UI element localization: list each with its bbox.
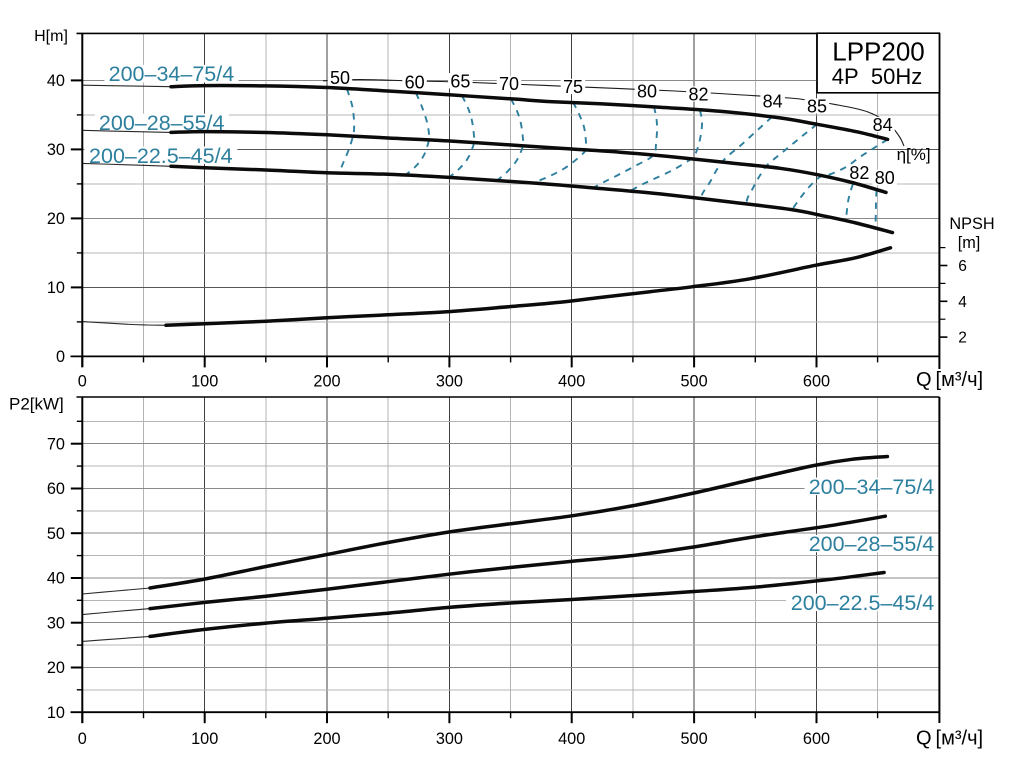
svg-text:70: 70	[499, 74, 519, 94]
svg-text:4P 50Hz: 4P 50Hz	[832, 64, 923, 89]
svg-text:500: 500	[681, 372, 708, 390]
svg-text:84: 84	[763, 92, 783, 112]
svg-text:82: 82	[688, 85, 708, 105]
svg-text:η[%]: η[%]	[897, 145, 931, 164]
svg-text:60: 60	[405, 72, 425, 92]
svg-text:70: 70	[47, 435, 65, 453]
svg-text:84: 84	[873, 115, 893, 135]
svg-text:500: 500	[681, 730, 708, 748]
svg-text:Q [м³/ч]: Q [м³/ч]	[916, 728, 983, 750]
svg-text:100: 100	[191, 372, 218, 390]
svg-text:Q [м³/ч]: Q [м³/ч]	[916, 369, 983, 391]
svg-text:200: 200	[313, 730, 340, 748]
svg-text:80: 80	[637, 82, 657, 102]
svg-text:20: 20	[47, 659, 65, 677]
svg-text:50: 50	[330, 68, 350, 88]
svg-text:200–34–75/4: 200–34–75/4	[109, 62, 235, 86]
svg-text:40: 40	[47, 72, 65, 90]
svg-text:300: 300	[436, 730, 463, 748]
svg-text:20: 20	[47, 210, 65, 228]
svg-text:80: 80	[875, 168, 895, 188]
svg-text:2: 2	[958, 330, 967, 347]
svg-text:[m]: [m]	[958, 234, 981, 252]
svg-text:30: 30	[47, 141, 65, 159]
svg-text:60: 60	[47, 480, 65, 498]
svg-text:6: 6	[958, 258, 967, 275]
svg-text:200–34–75/4: 200–34–75/4	[809, 475, 935, 499]
svg-text:30: 30	[47, 614, 65, 632]
svg-text:75: 75	[563, 77, 583, 97]
svg-text:82: 82	[849, 163, 869, 183]
svg-text:NPSH: NPSH	[949, 215, 994, 233]
svg-text:200–22.5–45/4: 200–22.5–45/4	[791, 591, 935, 615]
svg-text:0: 0	[78, 372, 87, 390]
svg-text:600: 600	[803, 372, 830, 390]
svg-text:200–28–55/4: 200–28–55/4	[809, 532, 935, 556]
svg-text:85: 85	[807, 97, 827, 117]
svg-text:200: 200	[313, 372, 340, 390]
svg-text:0: 0	[78, 730, 87, 748]
svg-text:4: 4	[958, 294, 967, 311]
svg-text:0: 0	[56, 348, 65, 366]
svg-text:100: 100	[191, 730, 218, 748]
svg-text:10: 10	[47, 704, 65, 722]
svg-text:400: 400	[558, 372, 585, 390]
svg-text:300: 300	[436, 372, 463, 390]
svg-text:LPP200: LPP200	[832, 37, 925, 67]
svg-text:50: 50	[47, 525, 65, 543]
svg-text:65: 65	[450, 71, 470, 91]
svg-text:H[m]: H[m]	[34, 28, 68, 45]
svg-text:40: 40	[47, 570, 65, 588]
svg-text:10: 10	[47, 279, 65, 297]
svg-text:400: 400	[558, 730, 585, 748]
svg-text:P2[kW]: P2[kW]	[9, 395, 64, 414]
svg-text:600: 600	[803, 730, 830, 748]
